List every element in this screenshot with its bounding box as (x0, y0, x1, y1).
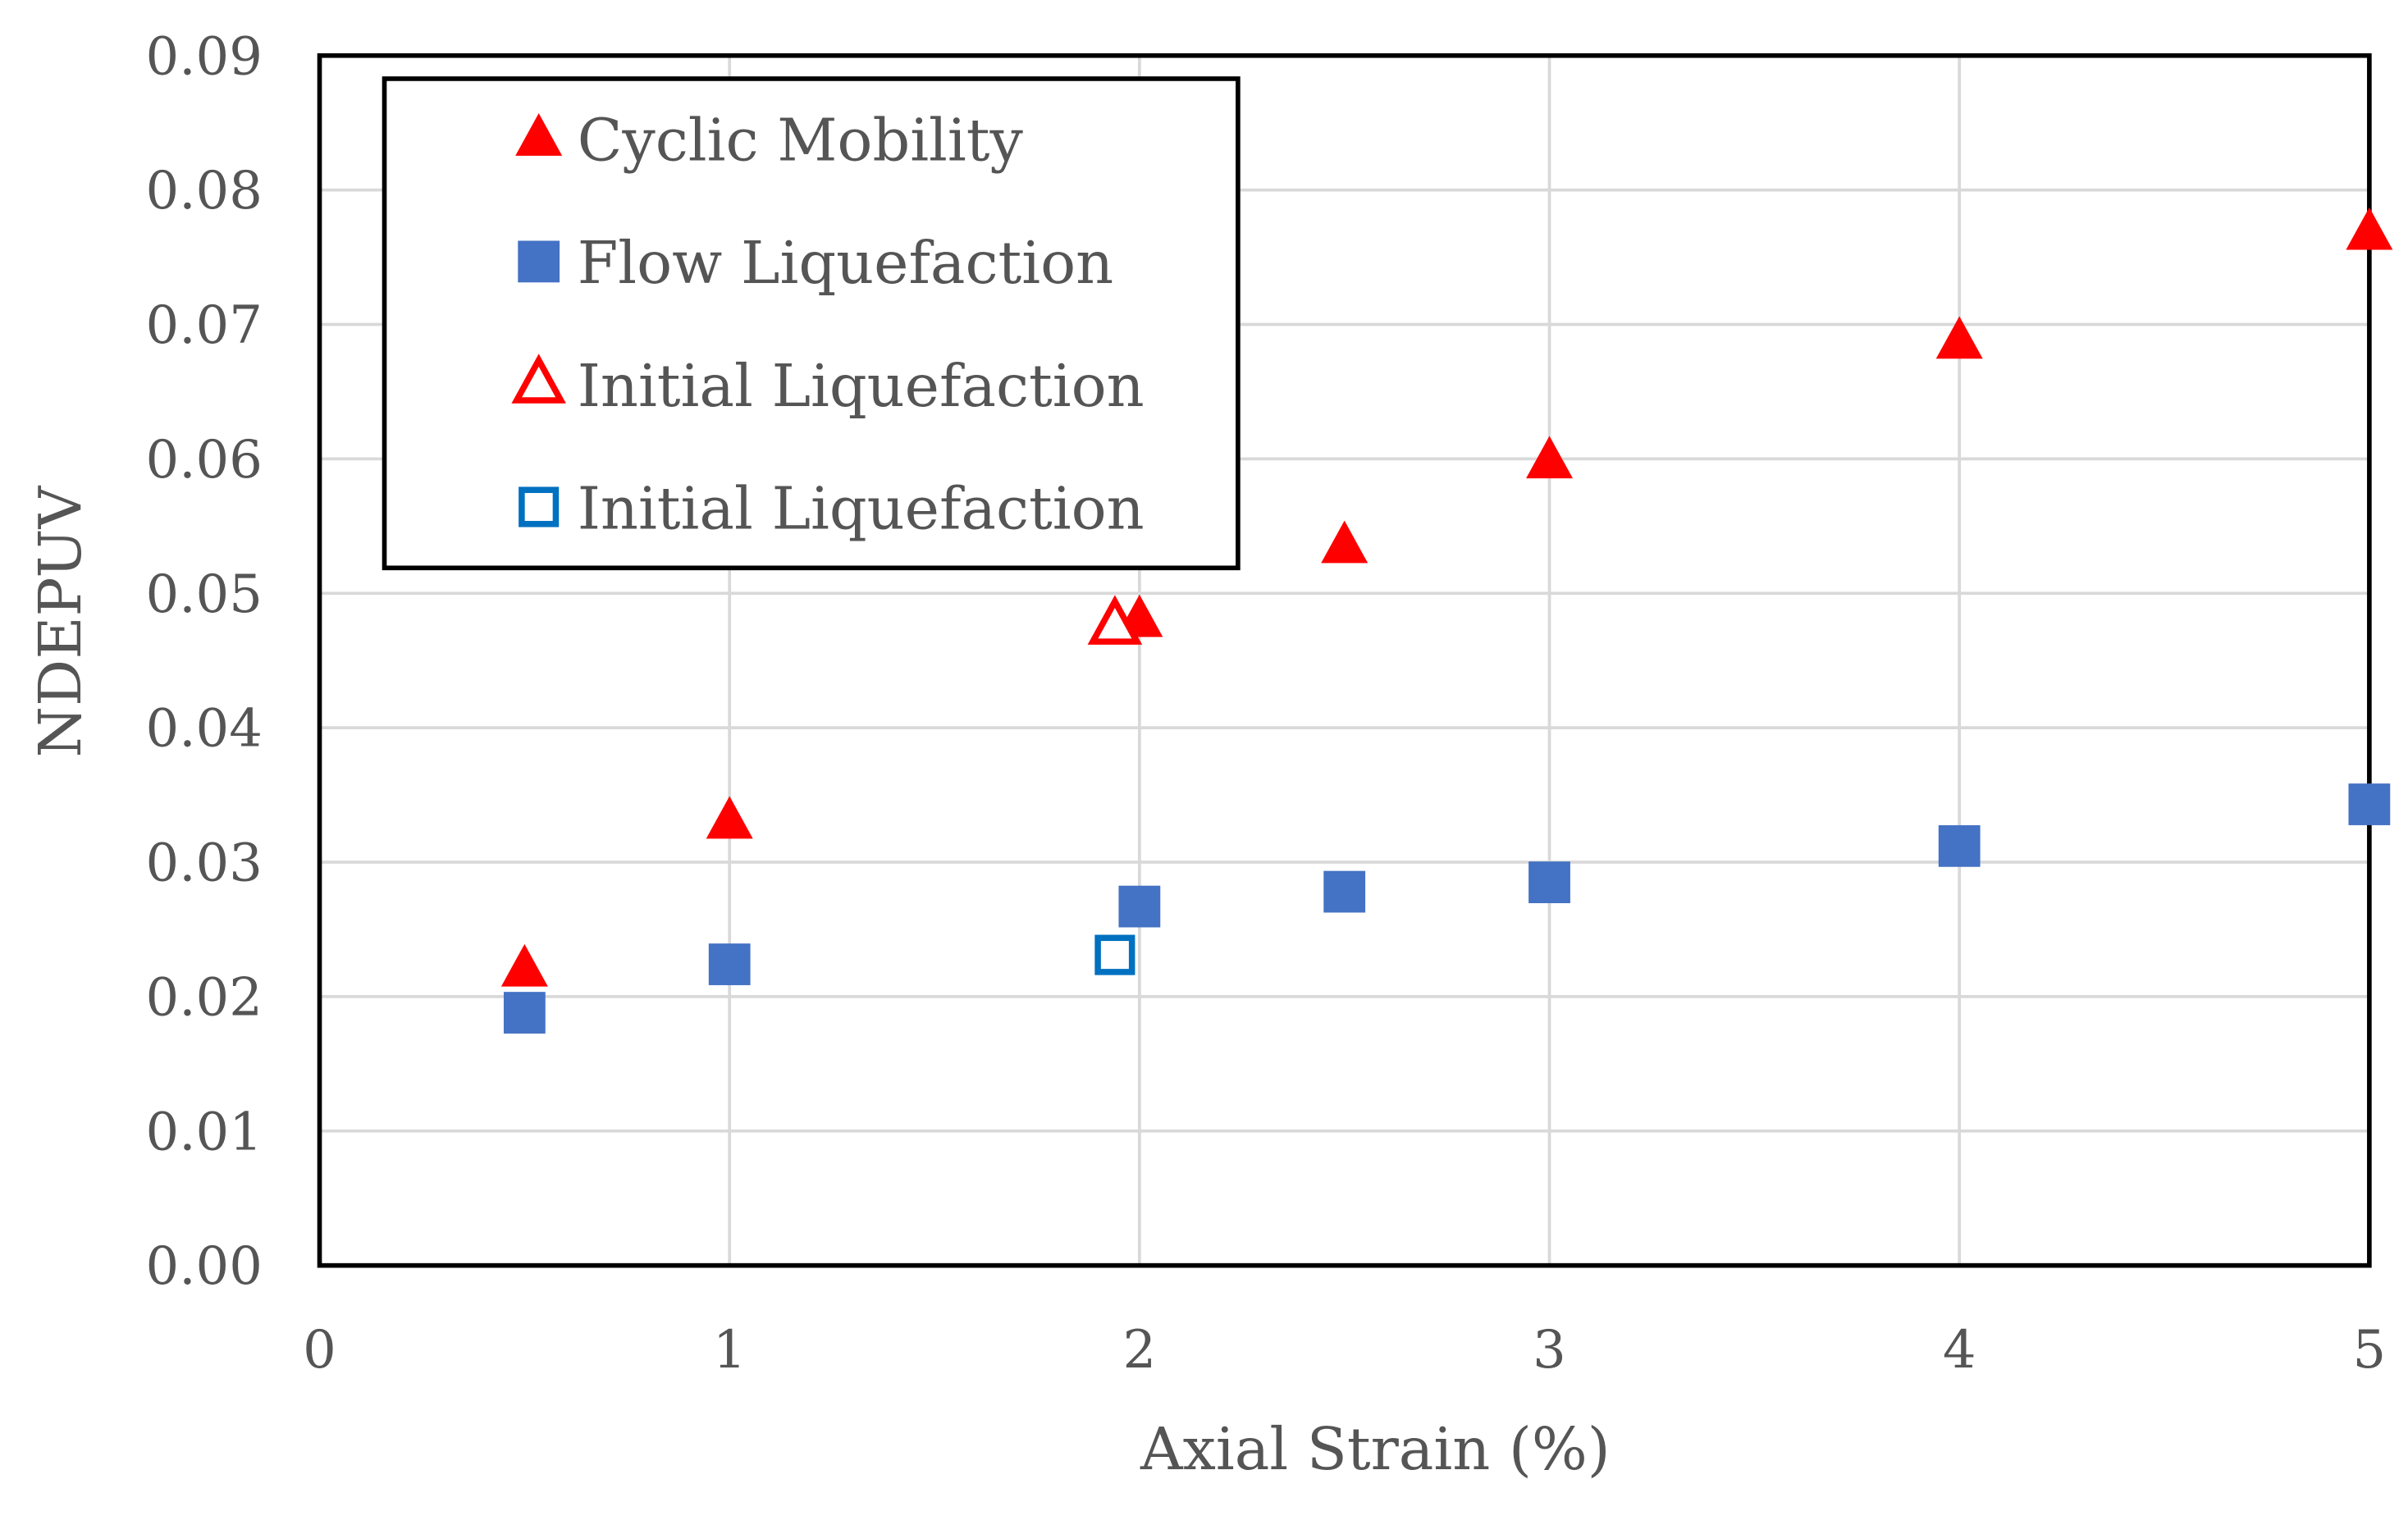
y-tick-label: 0.03 (146, 833, 263, 894)
legend: Cyclic Mobility Flow Liquefaction Initial … (382, 76, 1241, 571)
y-axis-label: NDEPUV (26, 485, 94, 757)
y-tick-label: 0.04 (146, 699, 263, 760)
y-tick-label: 0.07 (146, 295, 263, 356)
data-point-flow-liquefaction (1938, 824, 1981, 867)
data-point-cyclic-mobility (500, 943, 548, 987)
data-point-flow-liquefaction (1118, 885, 1161, 928)
legend-marker (511, 354, 566, 404)
legend-marker (519, 486, 560, 527)
plot-frame (317, 53, 2372, 1268)
data-point-flow-liquefaction (2348, 783, 2391, 825)
x-tick-label: 5 (2353, 1320, 2387, 1381)
data-points (500, 207, 2393, 1034)
legend-label: Initial Liquefaction (578, 474, 1145, 542)
x-axis-label: Axial Strain (%) (1140, 1415, 1611, 1483)
legend-box (382, 76, 1241, 571)
data-point-flow-liquefaction (708, 943, 751, 985)
data-point-cyclic-mobility (706, 796, 753, 839)
data-point-cyclic-mobility (1935, 316, 1983, 359)
legend-label: Initial Liquefaction (578, 352, 1145, 420)
x-tick-label: 0 (303, 1320, 336, 1381)
legend-label: Flow Liquefaction (578, 229, 1113, 297)
y-tick-label: 0.08 (146, 161, 263, 221)
y-tick-label: 0.01 (146, 1102, 263, 1162)
data-point-initial-liquefaction (1094, 934, 1135, 975)
y-tick-label: 0.00 (146, 1236, 263, 1297)
legend-marker (515, 113, 563, 156)
data-point-cyclic-mobility (1526, 436, 1574, 479)
data-point-initial-liquefaction (1087, 595, 1143, 645)
y-tick-label: 0.05 (146, 564, 263, 625)
x-tick-label: 3 (1533, 1320, 1566, 1381)
data-point-flow-liquefaction (1323, 870, 1366, 913)
legend-label: Cyclic Mobility (578, 107, 1024, 175)
y-tick-label: 0.09 (146, 26, 263, 87)
legend-marker (518, 240, 560, 283)
x-tick-label: 1 (713, 1320, 747, 1381)
x-tick-labels: 0 1 2 3 4 5 (303, 1320, 2386, 1381)
y-tick-labels: 0.00 0.01 0.02 0.03 0.04 0.05 0.06 0.07 0.08 0.09 (146, 26, 263, 1297)
data-point-flow-liquefaction (1528, 861, 1570, 903)
data-point-flow-liquefaction (503, 992, 546, 1034)
y-tick-label: 0.06 (146, 430, 263, 491)
x-tick-label: 4 (1943, 1320, 1976, 1381)
x-tick-label: 2 (1123, 1320, 1157, 1381)
data-point-cyclic-mobility (1321, 520, 1368, 564)
data-point-cyclic-mobility (2346, 207, 2393, 250)
y-tick-label: 0.02 (146, 967, 263, 1028)
